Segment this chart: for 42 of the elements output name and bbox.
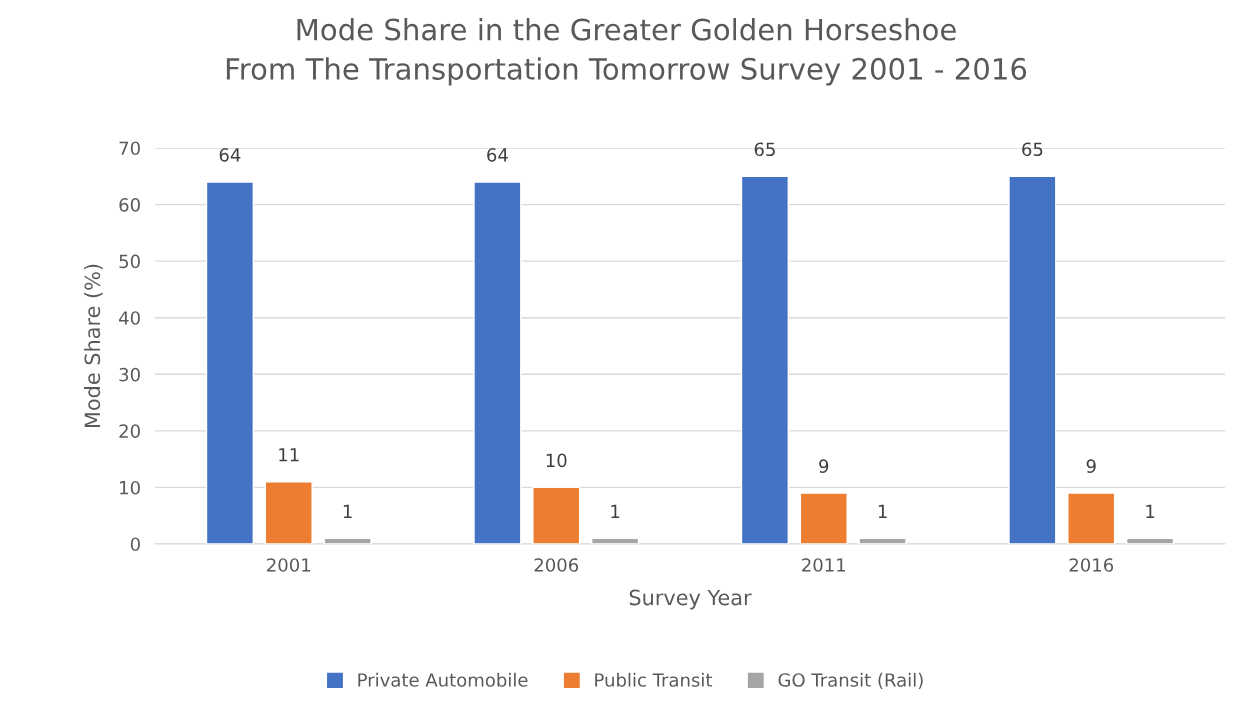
bar: [858, 537, 907, 544]
data-label: 9: [1086, 459, 1096, 473]
x-axis-title: Survey Year: [629, 589, 752, 610]
bar: [1008, 175, 1057, 544]
bar: [590, 537, 640, 544]
bar: [264, 481, 313, 544]
y-tick-label: 40: [119, 311, 140, 325]
x-tick-label: 2011: [802, 558, 846, 572]
data-label: 9: [819, 459, 829, 473]
x-tick-label: 2016: [1069, 558, 1114, 572]
bar: [740, 175, 790, 544]
y-tick-label: 0: [130, 537, 140, 552]
bar: [1067, 492, 1116, 544]
data-label: 65: [754, 142, 775, 157]
bar: [799, 492, 848, 544]
data-label: 64: [219, 148, 241, 162]
data-label: 10: [546, 453, 567, 468]
bar: [473, 181, 522, 544]
data-label: 65: [1022, 142, 1043, 157]
y-axis-title: Mode Share (%): [84, 264, 103, 428]
chart-title: Mode Share in the Greater Golden Horseshoe From The Transportation Tomorrow Survey 2001 - 2016: [226, 18, 1027, 86]
bar: [1125, 537, 1175, 544]
data-label: 1: [611, 504, 620, 518]
y-tick-label: 60: [119, 198, 140, 212]
legend-label: GO Transit (Rail): [778, 672, 923, 689]
x-tick-label: 2006: [534, 558, 579, 572]
bar: [205, 181, 255, 544]
data-label: 64: [487, 148, 508, 162]
y-tick-label: 20: [119, 424, 140, 438]
y-tick-label: 10: [120, 480, 140, 495]
y-tick-label: 30: [119, 367, 140, 382]
bar: [323, 537, 372, 544]
data-label: 1: [878, 504, 887, 518]
y-tick-label: 50: [119, 254, 140, 269]
bar: [532, 486, 581, 544]
data-label: 11: [279, 448, 299, 462]
data-label: 1: [1146, 504, 1155, 518]
y-tick-label: 70: [119, 141, 140, 156]
legend-label: Private Automobile: [358, 672, 528, 687]
x-tick-label: 2001: [267, 558, 311, 572]
legend-label: Public Transit: [595, 672, 713, 687]
data-label: 1: [343, 504, 352, 518]
